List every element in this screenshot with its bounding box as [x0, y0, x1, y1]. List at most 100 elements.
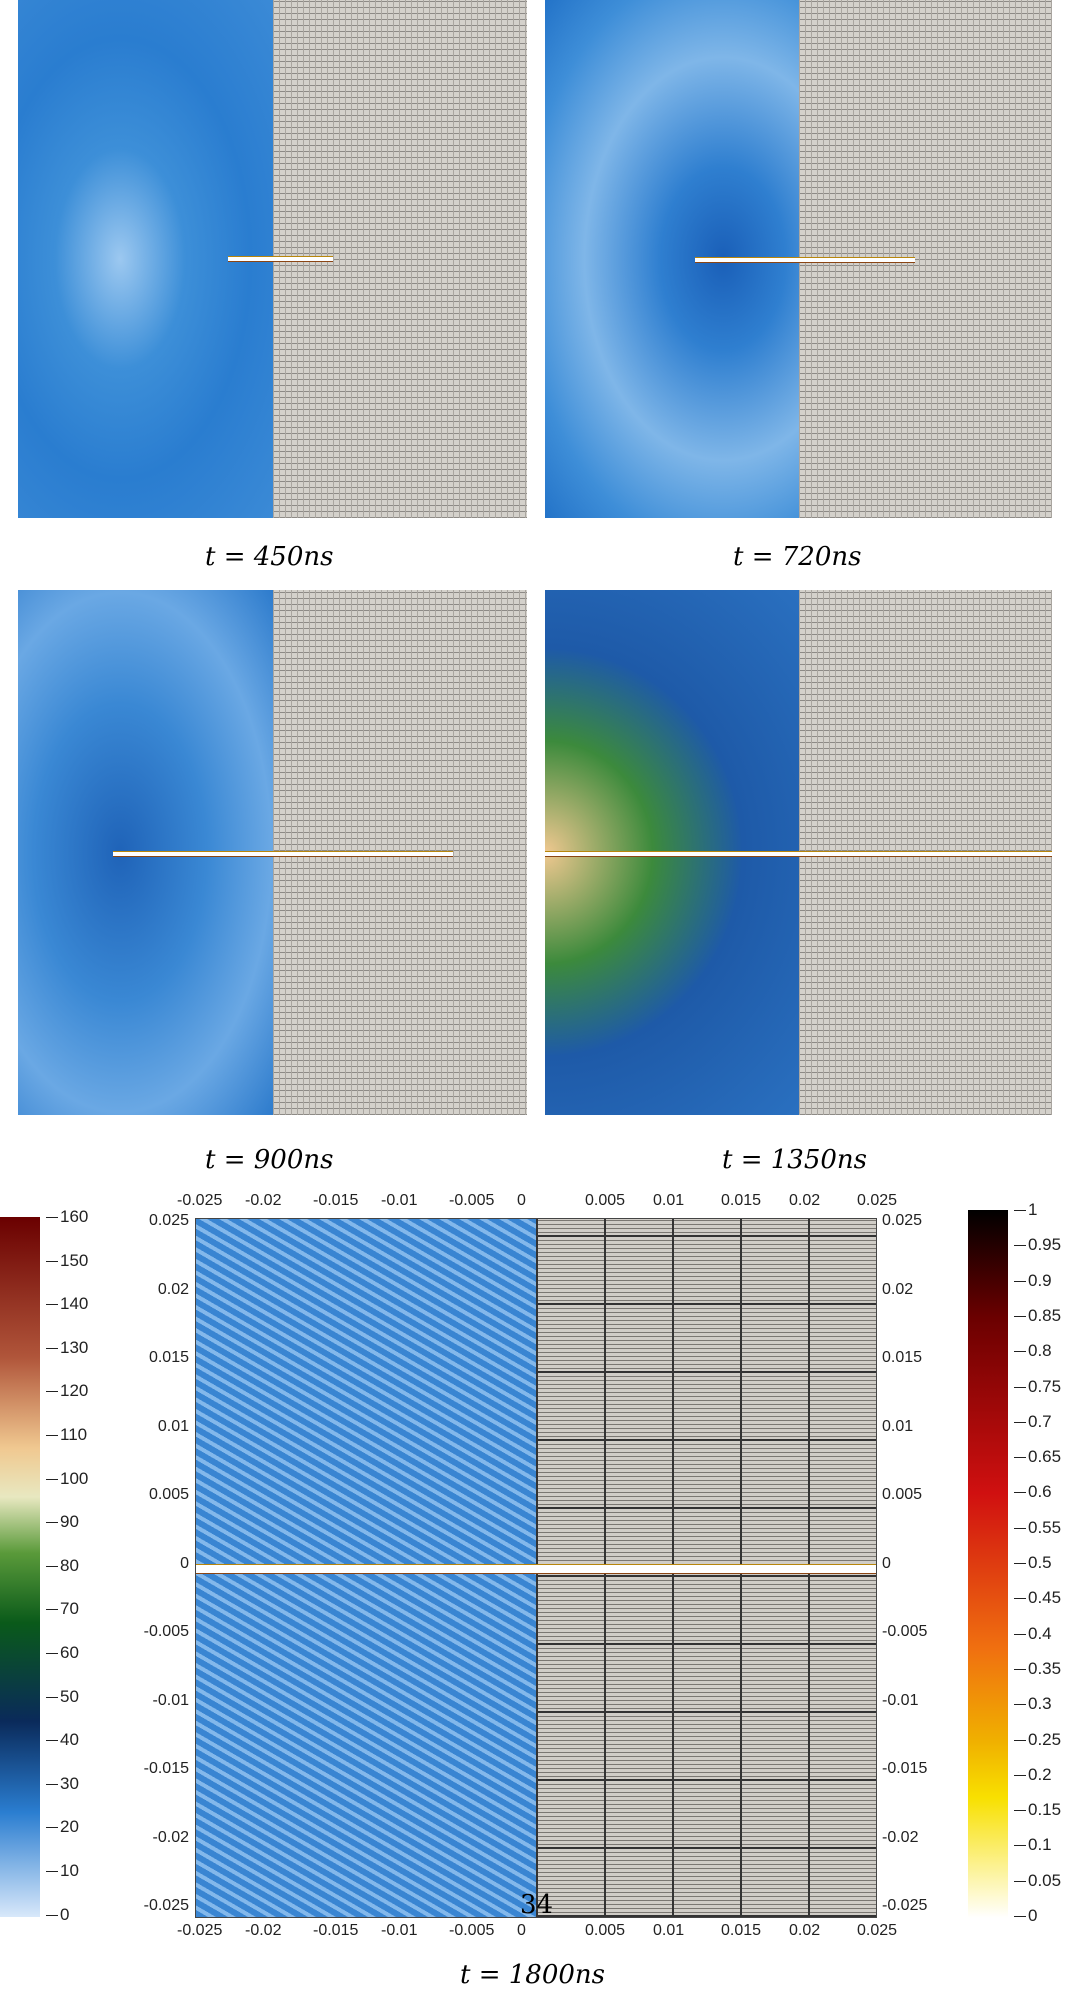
damage-colorbar-label: 0.85: [1013, 1305, 1062, 1325]
y-tick-label-right: -0.015: [882, 1760, 928, 1777]
x-tick-label-bottom: -0.01: [381, 1922, 418, 1939]
x-tick-label-top: -0.005: [449, 1192, 495, 1209]
y-tick-label-right: 0: [882, 1554, 891, 1572]
caption-t1800: t = 1800ns: [460, 1960, 606, 1990]
damage-colorbar-label: 0.6: [1014, 1482, 1052, 1502]
stress-colorbar-label: 60: [46, 1643, 79, 1662]
y-tick-label-left: 0: [180, 1554, 189, 1572]
y-tick-label-left: -0.015: [143, 1760, 189, 1777]
x-tick-label-top: 0.02: [789, 1192, 821, 1209]
y-tick-label-right: -0.02: [882, 1828, 919, 1846]
caption-t720: t = 720ns: [733, 542, 862, 572]
y-tick-label-right: 0.005: [882, 1486, 923, 1503]
crack: [196, 1564, 876, 1574]
crack: [545, 851, 1052, 857]
damage-colorbar-label: 0.35: [1013, 1658, 1062, 1678]
damage-colorbar-label: 0.9: [1014, 1270, 1052, 1290]
caption-t450: t = 450ns: [205, 542, 334, 572]
crack: [695, 257, 915, 263]
stress-colorbar-label: 50: [46, 1686, 79, 1706]
x-tick-label-bottom: 0.025: [857, 1922, 898, 1939]
plot-t900: [18, 590, 527, 1115]
damage-colorbar-label: 0.25: [1013, 1729, 1062, 1749]
damage-colorbar-label: 0.65: [1013, 1447, 1062, 1467]
damage-colorbar-label: 0.55: [1013, 1517, 1062, 1537]
damage-colorbar-label: 0.5: [1014, 1553, 1052, 1572]
x-tick-label-bottom: -0.025: [177, 1922, 223, 1939]
y-tick-label-right: 0.015: [882, 1349, 923, 1366]
x-tick-label-top: 0.005: [585, 1192, 626, 1209]
plot-t450: [18, 0, 527, 518]
x-tick-label-bottom: 0.02: [789, 1922, 821, 1939]
x-tick-label-top: -0.02: [245, 1192, 282, 1209]
y-tick-label-right: 0.01: [882, 1417, 914, 1435]
x-tick-label-bottom: 0.01: [653, 1922, 685, 1939]
y-tick-label-left: -0.005: [143, 1623, 189, 1640]
damage-colorbar-label: 0.3: [1014, 1694, 1052, 1714]
damage-colorbar-label: 0.1: [1014, 1835, 1052, 1855]
stress-colorbar: [0, 1217, 40, 1917]
stress-colorbar-label: 150: [45, 1250, 89, 1270]
stress-colorbar-label: 0: [45, 1904, 70, 1924]
damage-colorbar-label: 0.45: [1013, 1588, 1062, 1608]
stress-colorbar-label: 30: [46, 1773, 79, 1793]
y-tick-label-left: 0.015: [148, 1349, 189, 1366]
x-tick-label-bottom: -0.02: [245, 1922, 282, 1939]
x-tick-label-top: -0.025: [177, 1192, 223, 1209]
stress-colorbar-label: 140: [45, 1294, 89, 1314]
y-tick-label-right: -0.005: [882, 1623, 928, 1640]
stress-colorbar-label: 90: [46, 1512, 79, 1532]
damage-colorbar-label: 0.8: [1014, 1341, 1052, 1361]
page-number: 34: [520, 1890, 554, 1920]
caption-t900: t = 900ns: [205, 1145, 334, 1175]
damage-colorbar-label: 0.15: [1013, 1800, 1062, 1820]
y-tick-label-left: -0.02: [152, 1828, 189, 1846]
crack: [228, 256, 333, 262]
x-tick-label-top: 0.025: [857, 1192, 898, 1209]
x-tick-label-bottom: -0.015: [313, 1922, 359, 1939]
damage-colorbar-label: 0.95: [1013, 1235, 1062, 1255]
x-tick-label-top: 0.015: [721, 1192, 762, 1209]
y-tick-label-right: -0.025: [882, 1897, 928, 1914]
damage-colorbar-label: 0.05: [1013, 1870, 1062, 1890]
plot-t720: [545, 0, 1052, 518]
damage-colorbar-label: 0.75: [1013, 1376, 1062, 1396]
stress-colorbar-label: 120: [45, 1381, 89, 1401]
stress-colorbar-label: 10: [46, 1861, 79, 1880]
y-tick-label-left: 0.02: [157, 1280, 189, 1298]
plot-t1800: [195, 1218, 877, 1918]
stress-colorbar-label: 110: [45, 1425, 88, 1444]
y-tick-label-left: -0.01: [152, 1691, 189, 1709]
x-tick-label-top: 0: [517, 1192, 526, 1209]
x-tick-label-bottom: -0.005: [449, 1922, 495, 1939]
caption-t1350: t = 1350ns: [722, 1145, 868, 1175]
stress-colorbar-label: 70: [46, 1599, 79, 1619]
crack: [113, 851, 453, 857]
y-tick-label-left: 0.005: [148, 1486, 189, 1503]
stress-colorbar-label: 20: [46, 1817, 79, 1837]
x-tick-label-bottom: 0.005: [585, 1922, 626, 1939]
x-tick-label-bottom: 0: [517, 1922, 526, 1939]
damage-colorbar-label: 0.7: [1014, 1411, 1052, 1431]
y-tick-label-right: 0.025: [882, 1212, 923, 1229]
stress-colorbar-label: 130: [45, 1337, 89, 1357]
y-tick-label-right: 0.02: [882, 1280, 914, 1298]
x-tick-label-top: 0.01: [653, 1192, 685, 1209]
y-tick-label-right: -0.01: [882, 1691, 919, 1709]
stress-colorbar-label: 100: [45, 1468, 89, 1488]
stress-colorbar-label: 80: [46, 1555, 79, 1575]
y-tick-label-left: -0.025: [143, 1897, 189, 1914]
damage-colorbar-label: 0: [1013, 1906, 1038, 1925]
y-tick-label-left: 0.025: [148, 1212, 189, 1229]
plot-t1350: [545, 590, 1052, 1115]
damage-colorbar-label: 0.4: [1014, 1623, 1052, 1643]
x-tick-label-top: -0.015: [313, 1192, 359, 1209]
y-tick-label-left: 0.01: [157, 1417, 189, 1435]
damage-colorbar-label: 0.2: [1014, 1764, 1052, 1784]
x-tick-label-top: -0.01: [381, 1192, 418, 1209]
stress-colorbar-label: 40: [46, 1730, 79, 1750]
x-tick-label-bottom: 0.015: [721, 1922, 762, 1939]
stress-colorbar-label: 160: [45, 1207, 89, 1226]
damage-colorbar: [968, 1210, 1008, 1918]
damage-colorbar-label: 1: [1013, 1200, 1038, 1219]
